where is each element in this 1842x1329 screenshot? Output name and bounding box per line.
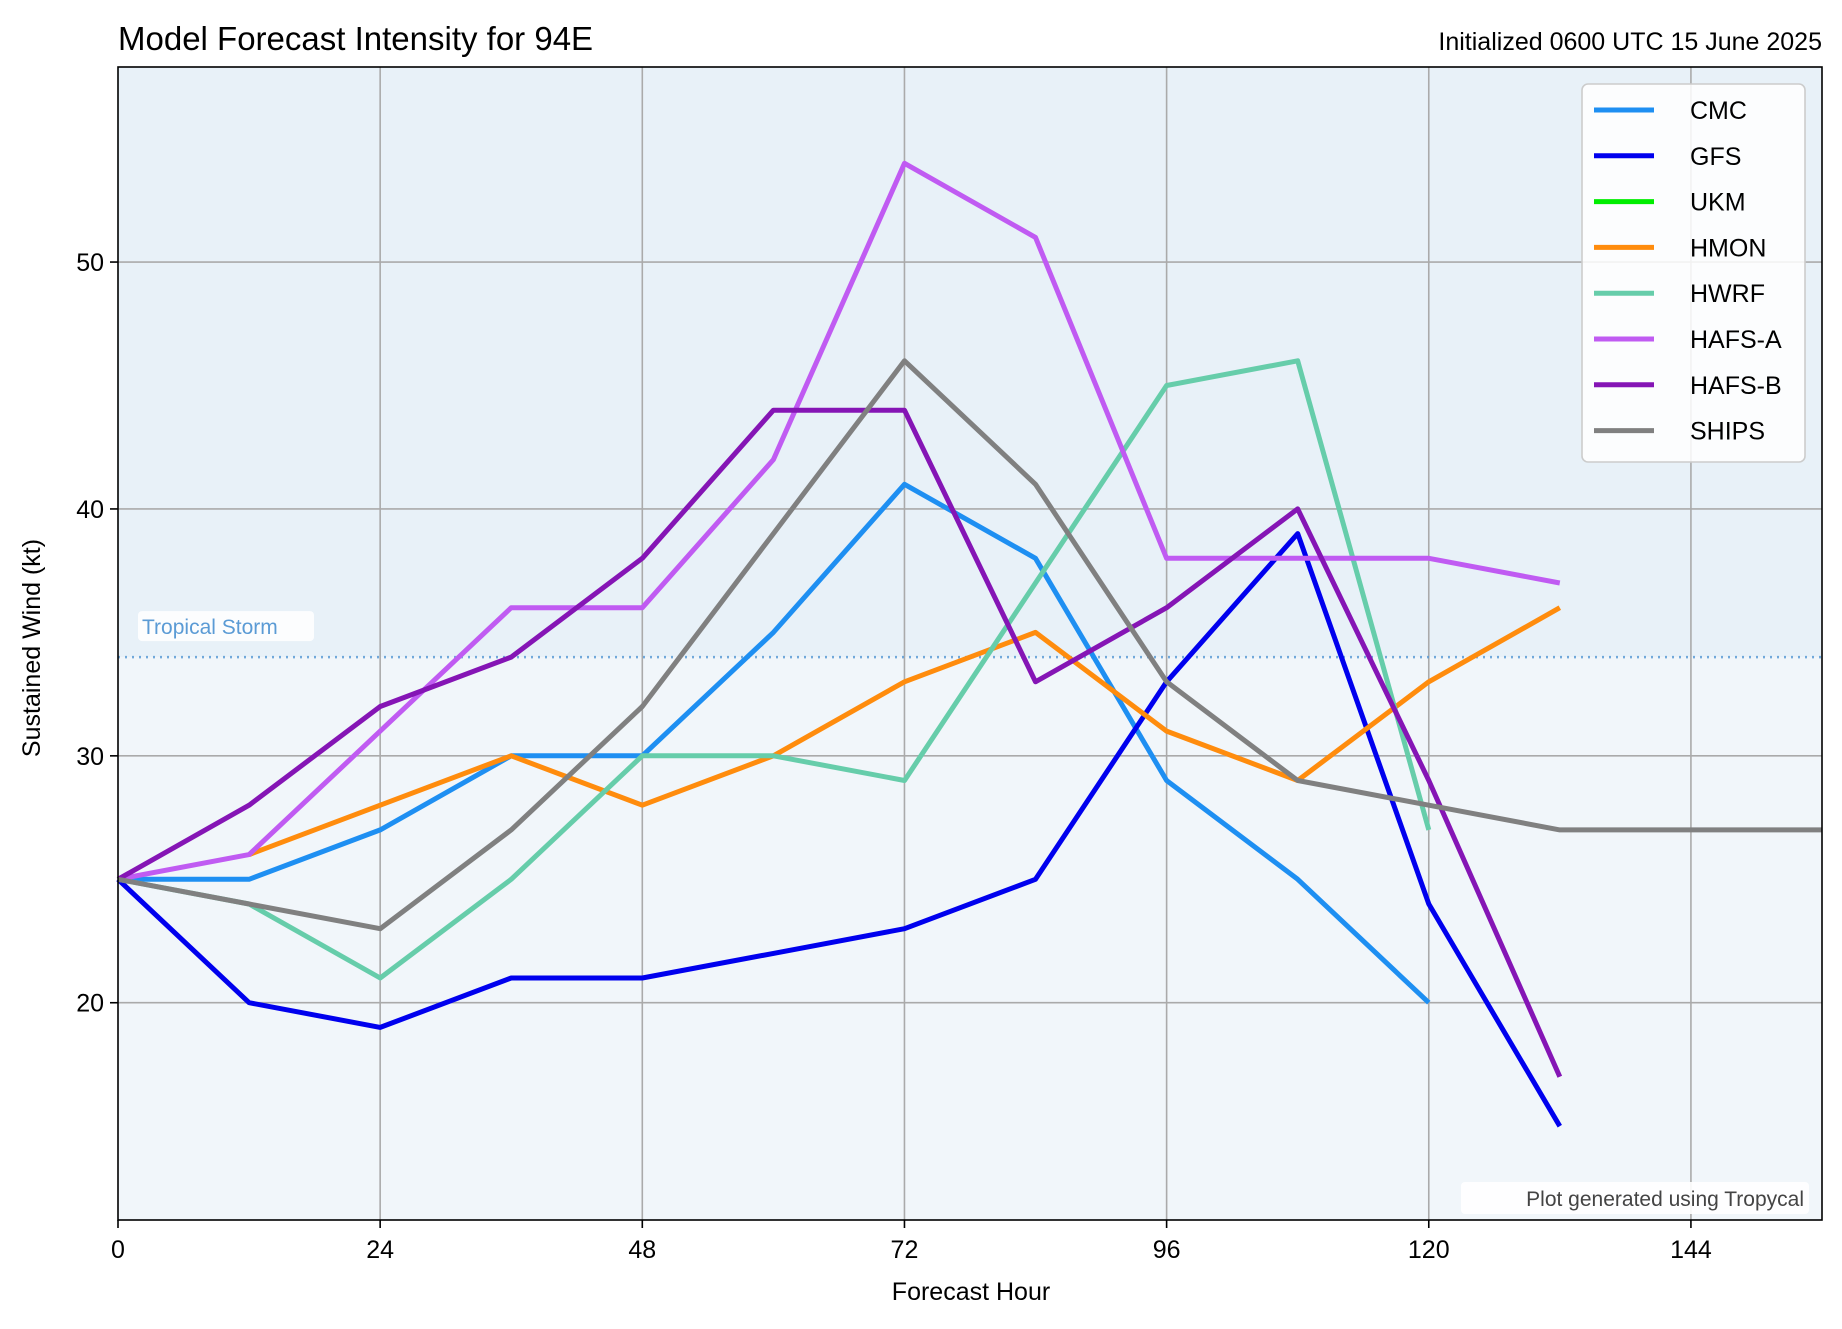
threshold-label: Tropical Storm: [142, 616, 278, 639]
y-tick-label: 40: [76, 496, 104, 524]
y-tick-label: 50: [76, 249, 104, 277]
legend-label-hafs-a: HAFS-A: [1690, 326, 1782, 354]
chart-title: Model Forecast Intensity for 94E: [118, 20, 593, 57]
x-axis-ticks: 0 24 48 72 96 120 144: [111, 1220, 1712, 1264]
plot-background-upper: [118, 67, 1822, 658]
x-axis-label: Forecast Hour: [892, 1278, 1050, 1306]
series-line-ships: [117, 358, 1822, 932]
legend-label-ships: SHIPS: [1690, 418, 1765, 446]
y-axis-label: Sustained Wind (kt): [18, 539, 46, 757]
threshold-label-background: [138, 611, 314, 642]
legend-label-hwrf: HWRF: [1690, 280, 1765, 308]
credit-background: [1461, 1182, 1809, 1214]
y-tick-label: 20: [76, 990, 104, 1018]
tropical-storm-threshold: Tropical Storm: [118, 611, 1822, 659]
series-line-gfs: [116, 531, 1562, 1128]
legend-label-hmon: HMON: [1690, 234, 1766, 262]
chart-subtitle: Initialized 0600 UTC 15 June 2025: [1438, 28, 1822, 56]
credit: Plot generated using Tropycal: [1461, 1182, 1809, 1214]
x-tick-label: 24: [366, 1236, 394, 1264]
legend-label-cmc: CMC: [1690, 97, 1747, 125]
x-tick-label: 144: [1670, 1236, 1712, 1264]
legend-box: [1581, 83, 1806, 463]
series-lines: [116, 160, 1822, 1128]
legend-label-hafs-b: HAFS-B: [1690, 372, 1782, 400]
y-tick-label: 30: [76, 743, 104, 771]
series-line-hafs-b: [116, 407, 1563, 1078]
legend: CMC GFS UKM HMON HWRF HAFS-A HAFS-B SHIPS: [1581, 83, 1806, 463]
series-line-cmc: [118, 481, 1431, 1005]
legend-label-ukm: UKM: [1690, 189, 1746, 217]
series-line-hwrf: [117, 358, 1432, 981]
legend-label-gfs: GFS: [1690, 143, 1741, 171]
y-axis-ticks: 20 30 40 50: [76, 249, 118, 1018]
x-tick-label: 0: [111, 1236, 125, 1264]
series-line-hmon: [248, 605, 1562, 857]
x-tick-label: 120: [1408, 1236, 1450, 1264]
plot-frame: [117, 66, 1823, 1221]
x-tick-label: 72: [891, 1236, 919, 1264]
x-tick-label: 48: [628, 1236, 656, 1264]
plot-background-lower: [118, 657, 1822, 1220]
credit-text: Plot generated using Tropycal: [1526, 1188, 1804, 1211]
x-tick-label: 96: [1153, 1236, 1181, 1264]
